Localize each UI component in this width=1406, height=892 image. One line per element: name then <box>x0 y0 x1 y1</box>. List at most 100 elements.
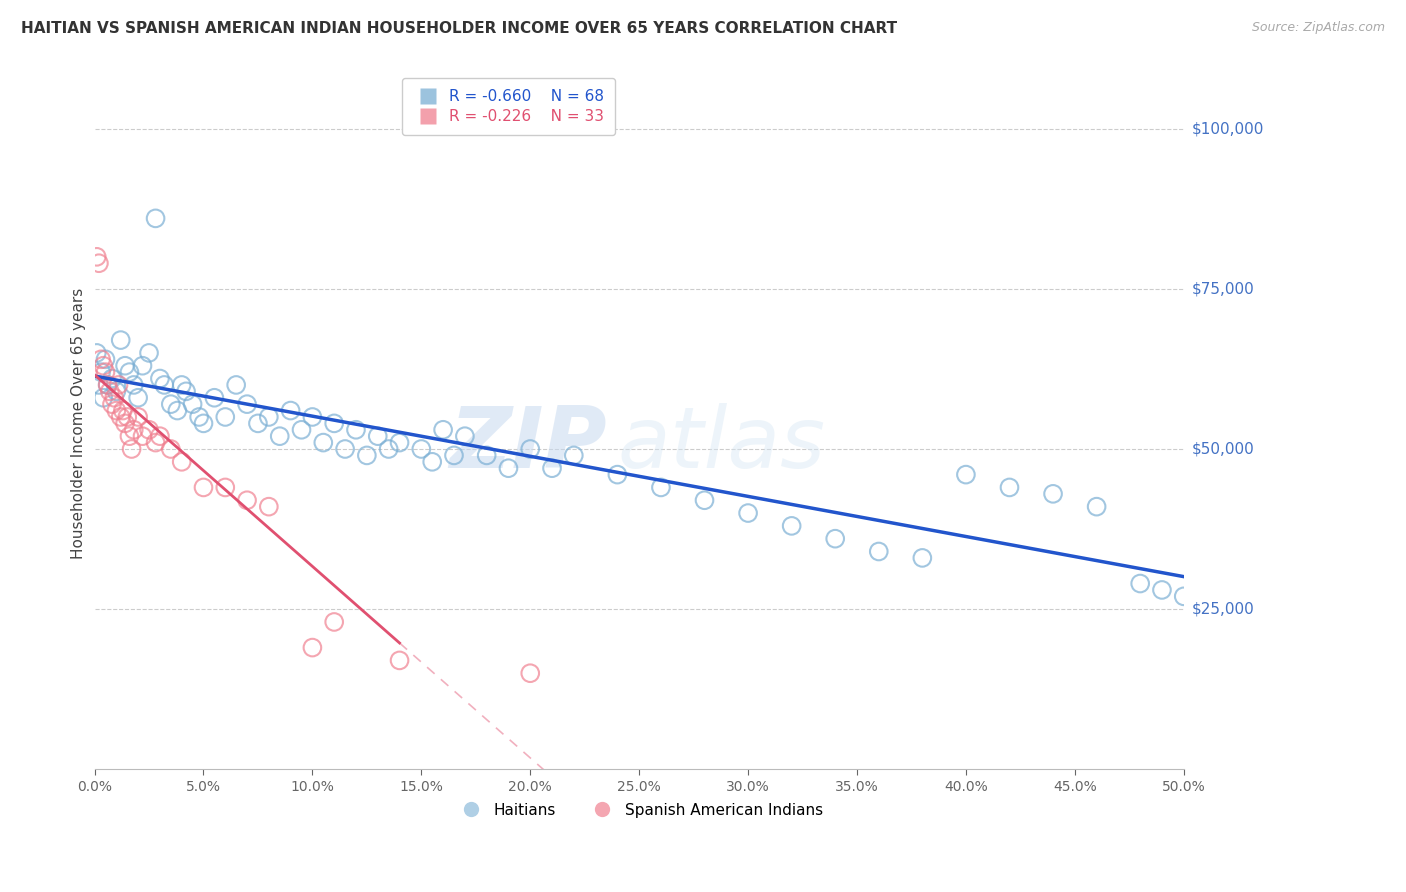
Point <box>257 409 280 424</box>
Point <box>91 391 114 405</box>
Point <box>103 391 125 405</box>
Text: HAITIAN VS SPANISH AMERICAN INDIAN HOUSEHOLDER INCOME OVER 65 YEARS CORRELATION : HAITIAN VS SPANISH AMERICAN INDIAN HOUSE… <box>21 21 897 37</box>
Point <box>193 480 215 494</box>
Point <box>411 442 433 456</box>
Point <box>145 435 167 450</box>
Point <box>110 409 132 424</box>
Point <box>312 435 335 450</box>
Point <box>90 352 112 367</box>
Text: ZIP: ZIP <box>449 402 606 485</box>
Point <box>236 397 259 411</box>
Point <box>290 423 312 437</box>
Point <box>166 403 188 417</box>
Point <box>280 403 302 417</box>
Point <box>333 442 356 456</box>
Point <box>193 417 215 431</box>
Point <box>323 615 346 629</box>
Point <box>170 378 193 392</box>
Point <box>301 640 323 655</box>
Point <box>236 493 259 508</box>
Text: atlas: atlas <box>617 402 825 485</box>
Point <box>122 378 145 392</box>
Point <box>388 435 411 450</box>
Point <box>159 397 181 411</box>
Point <box>118 429 141 443</box>
Point <box>344 423 367 437</box>
Point <box>780 519 803 533</box>
Point <box>127 409 149 424</box>
Point <box>105 384 128 399</box>
Point <box>356 449 378 463</box>
Point <box>650 480 672 494</box>
Legend: Haitians, Spanish American Indians: Haitians, Spanish American Indians <box>450 797 830 824</box>
Point <box>377 442 399 456</box>
Point <box>118 365 141 379</box>
Point <box>149 429 172 443</box>
Point <box>1150 582 1173 597</box>
Point <box>1042 487 1064 501</box>
Point <box>1085 500 1108 514</box>
Point <box>257 500 280 514</box>
Point <box>454 429 477 443</box>
Point <box>202 391 225 405</box>
Point <box>86 250 108 264</box>
Point <box>998 480 1021 494</box>
Point <box>107 378 129 392</box>
Text: $100,000: $100,000 <box>1192 121 1264 136</box>
Point <box>170 455 193 469</box>
Point <box>323 417 346 431</box>
Point <box>138 423 160 437</box>
Point <box>97 378 120 392</box>
Point <box>122 423 145 437</box>
Point <box>541 461 564 475</box>
Point <box>388 653 411 667</box>
Point <box>90 365 112 379</box>
Point <box>87 256 110 270</box>
Point <box>114 417 136 431</box>
Point <box>432 423 454 437</box>
Point <box>443 449 465 463</box>
Point <box>225 378 247 392</box>
Point <box>105 403 128 417</box>
Point <box>737 506 759 520</box>
Point <box>101 397 124 411</box>
Point <box>1173 590 1195 604</box>
Point <box>117 409 139 424</box>
Point <box>301 409 323 424</box>
Point <box>127 391 149 405</box>
Point <box>98 384 121 399</box>
Point <box>94 365 117 379</box>
Text: Source: ZipAtlas.com: Source: ZipAtlas.com <box>1251 21 1385 35</box>
Point <box>138 346 160 360</box>
Point <box>519 442 541 456</box>
Text: $25,000: $25,000 <box>1192 601 1254 616</box>
Text: $75,000: $75,000 <box>1192 281 1254 296</box>
Text: $50,000: $50,000 <box>1192 442 1254 457</box>
Point <box>153 378 176 392</box>
Point <box>145 211 167 226</box>
Point <box>562 449 585 463</box>
Point <box>955 467 977 482</box>
Point <box>246 417 269 431</box>
Point <box>868 544 890 558</box>
Point <box>97 378 120 392</box>
Point <box>159 442 181 456</box>
Point <box>188 409 211 424</box>
Point <box>181 397 204 411</box>
Point <box>214 480 236 494</box>
Point <box>475 449 498 463</box>
Y-axis label: Householder Income Over 65 years: Householder Income Over 65 years <box>72 288 86 559</box>
Point <box>420 455 443 469</box>
Point <box>519 666 541 681</box>
Point <box>1129 576 1152 591</box>
Point <box>149 371 172 385</box>
Point <box>606 467 628 482</box>
Point <box>131 429 153 443</box>
Point <box>174 384 197 399</box>
Point <box>114 359 136 373</box>
Point <box>824 532 846 546</box>
Point <box>911 550 934 565</box>
Point <box>111 403 134 417</box>
Point <box>693 493 716 508</box>
Point <box>110 333 132 347</box>
